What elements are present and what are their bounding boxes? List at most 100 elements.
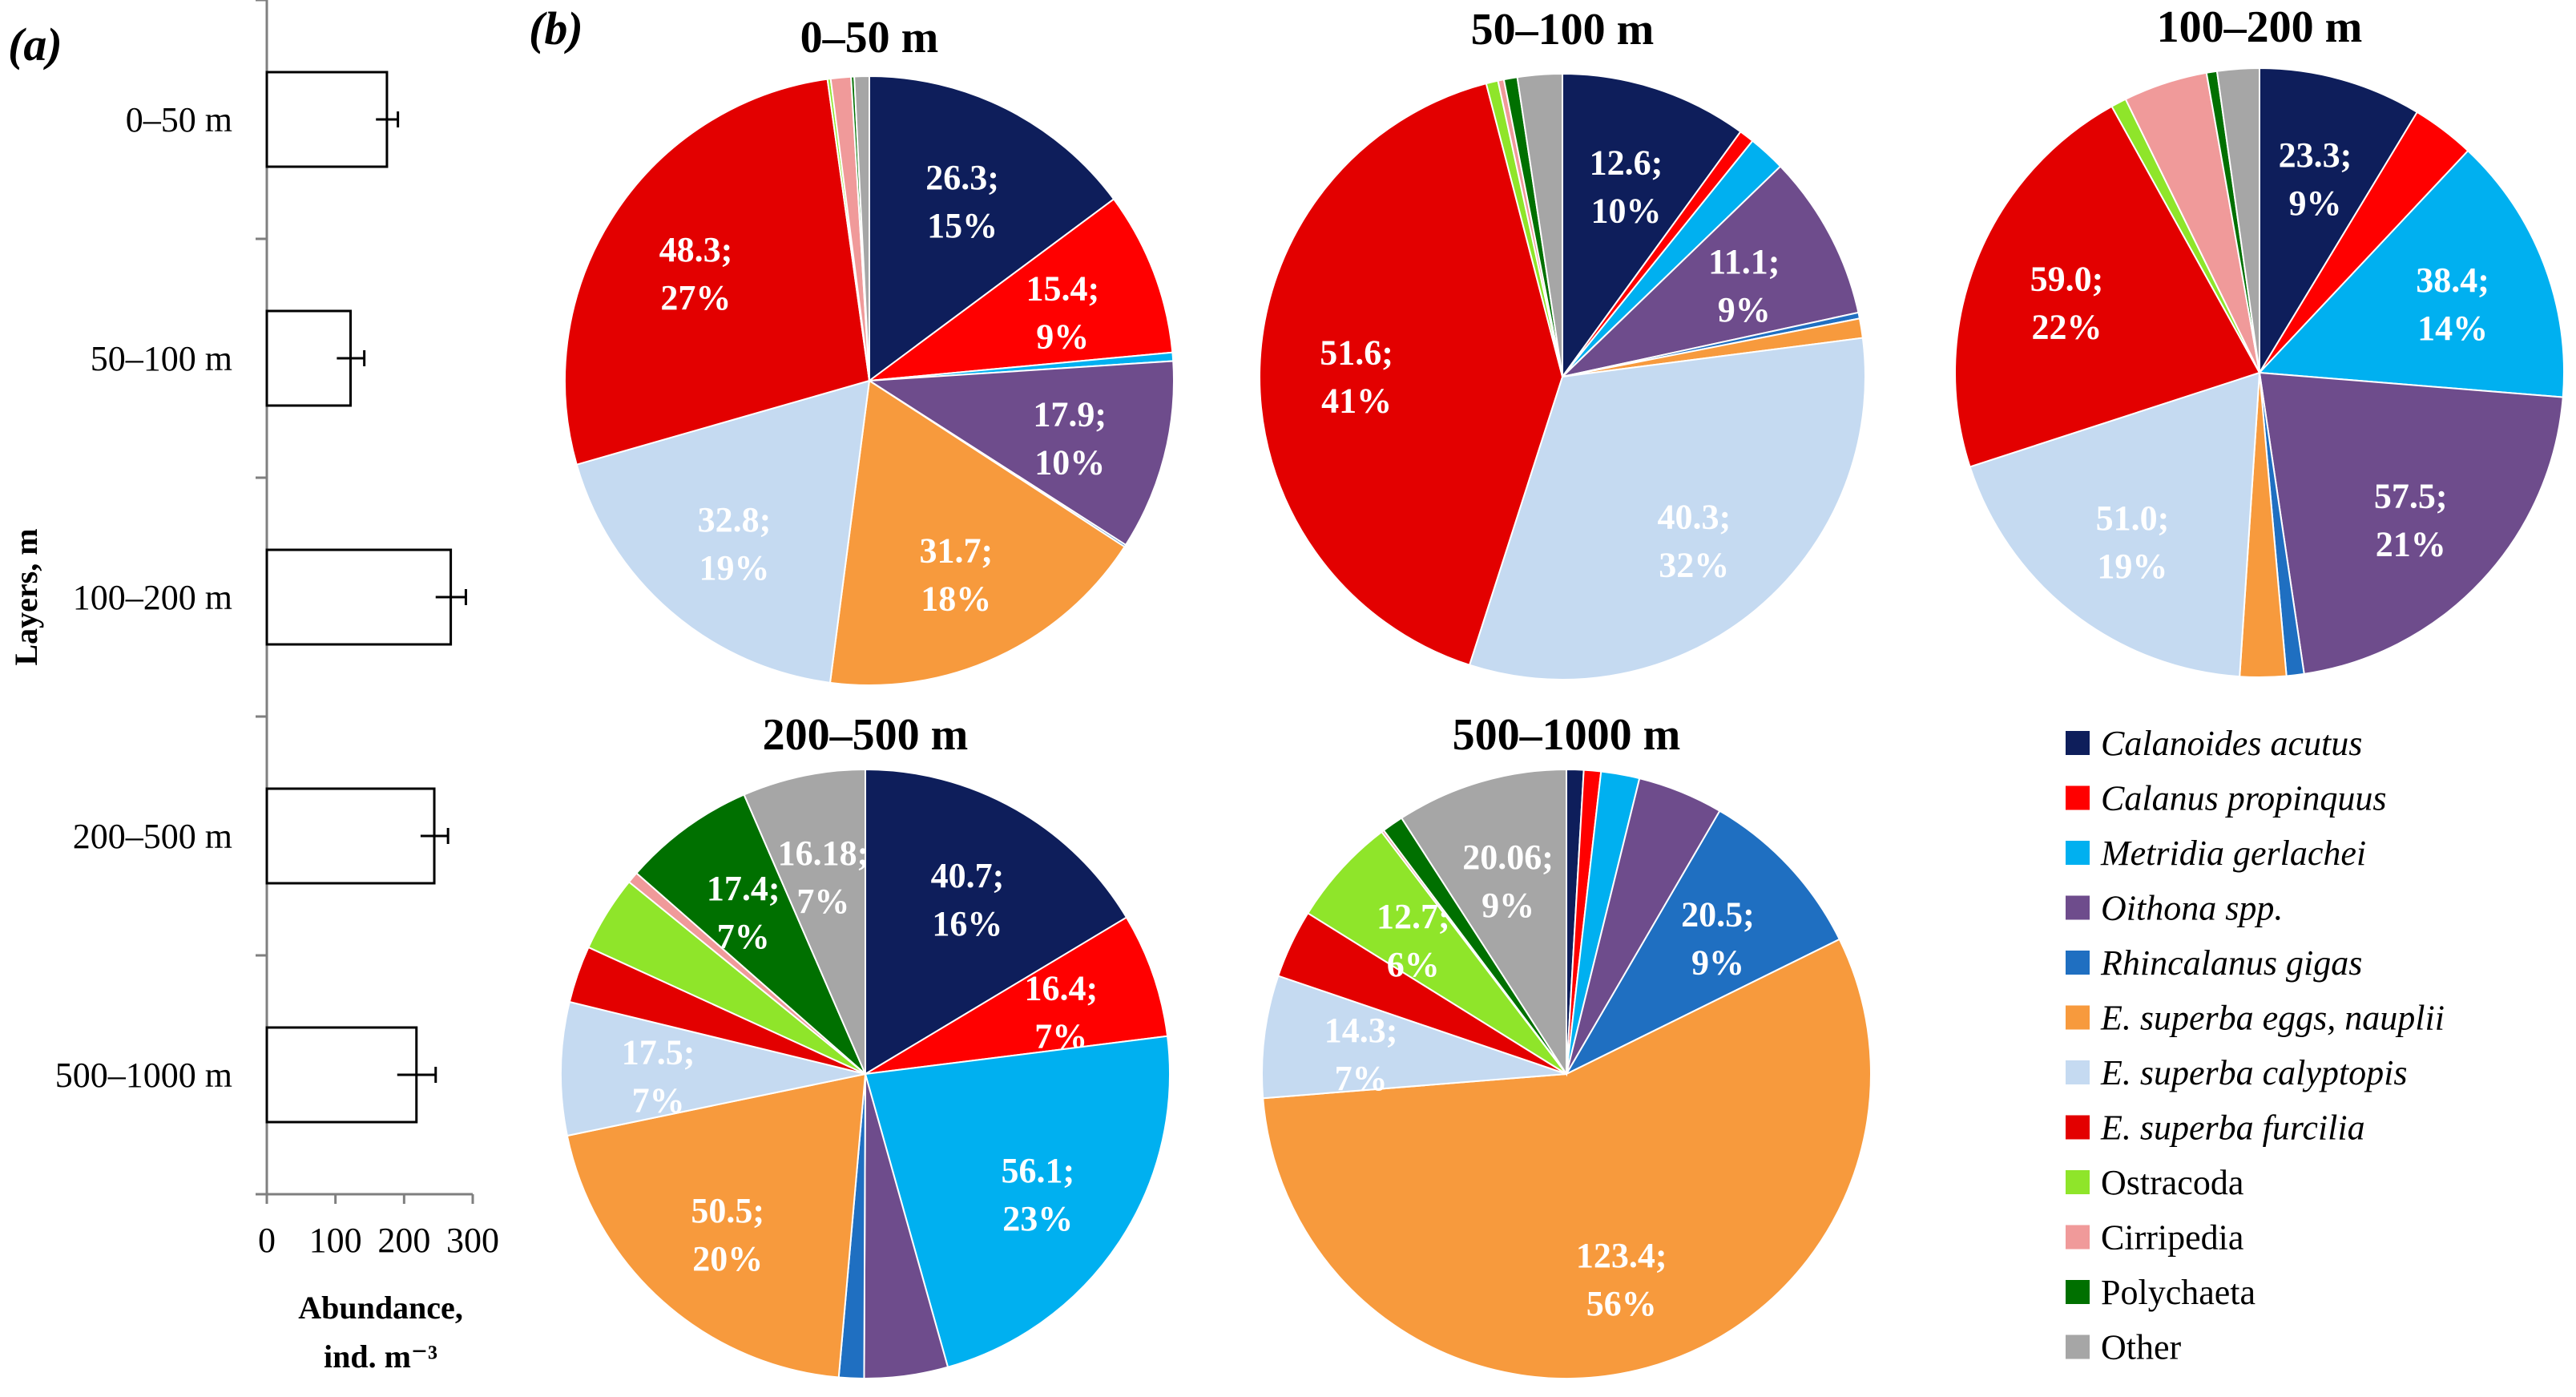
slice-percent-label: 27% (660, 278, 731, 317)
pie-chart-3: 100–200 m 23.3; 9% 38.4; 14% 57.5; 21% 51.0; 19%… (1954, 2, 2565, 678)
slice-percent-label: 7% (1335, 1059, 1388, 1098)
legend-label: Cirripedia (2101, 1218, 2243, 1258)
pie-slice (1954, 105, 2261, 468)
pie-title: 200–500 m (763, 710, 969, 760)
category-label: 50–100 m (91, 339, 232, 378)
slice-percent-label: 20% (692, 1239, 763, 1278)
pie-slice (1259, 82, 1564, 667)
pie-slice (853, 75, 870, 382)
slice-value-label: 23.3; (2279, 135, 2352, 175)
slice-percent-label: 15% (927, 206, 998, 245)
pie-slice (865, 768, 1128, 1076)
bar (265, 71, 389, 168)
panel-a-label: (a) (8, 18, 62, 71)
legend-swatch (2066, 951, 2090, 975)
slice-value-label: 17.9; (1033, 395, 1107, 434)
pie-slice (1516, 72, 1563, 378)
category-label: 0–50 m (126, 100, 232, 139)
pie-slice (828, 379, 1126, 687)
slice-percent-label: 9% (1718, 290, 1771, 329)
legend-label: E. superba furcilia (2100, 1108, 2365, 1148)
pie-title: 0–50 m (800, 13, 939, 63)
slice-percent-label: 19% (699, 548, 770, 587)
pie-chart-2: 50–100 m 12.6; 10% 11.1; 9% 40.3; 32% 51.6; 41% (1259, 5, 1866, 680)
pie-slice (1262, 938, 1872, 1380)
pie-chart-4: 200–500 m 40.7; 16% 16.4; 7% 56.1; 23% 50.5; 20%… (560, 710, 1171, 1380)
legend-swatch (2066, 1170, 2090, 1194)
pie-slice (1400, 768, 1567, 1077)
slice-percent-label: 18% (921, 579, 991, 619)
slice-value-label: 38.4; (2416, 260, 2489, 300)
slice-percent-label: 10% (1034, 443, 1105, 482)
slice-value-label: 16.18; (778, 834, 869, 873)
pie-slice (2258, 371, 2564, 676)
legend-swatch (2066, 1280, 2090, 1304)
legend-label: Calanus propinquus (2101, 779, 2387, 818)
slice-value-label: 14.3; (1324, 1011, 1398, 1050)
slice-percent-label: 56% (1586, 1284, 1657, 1323)
legend-swatch (2066, 785, 2090, 810)
slice-percent-label: 23% (1002, 1199, 1073, 1238)
slice-percent-label: 14% (2417, 309, 2488, 348)
pie-slice (1969, 371, 2261, 678)
slice-percent-label: 16% (932, 904, 1002, 943)
legend-swatch (2066, 841, 2090, 865)
slice-value-label: 48.3; (659, 230, 733, 269)
x-tick-label: 100 (309, 1221, 362, 1260)
slice-value-label: 40.3; (1657, 498, 1731, 537)
slice-value-label: 59.0; (2030, 259, 2104, 298)
slice-percent-label: 22% (2032, 307, 2102, 346)
pie-slice (743, 768, 866, 1075)
category-label: 200–500 m (73, 817, 232, 856)
x-tick-label: 0 (258, 1221, 276, 1260)
legend-label: E. superba calyptopis (2100, 1053, 2408, 1092)
x-axis-title-line1: Abundance, (298, 1290, 463, 1326)
legend-label: Metridia gerlachei (2100, 834, 2366, 873)
pie-slice (869, 75, 1115, 382)
slice-percent-label: 9% (2289, 184, 2342, 223)
category-label: 500–1000 m (55, 1056, 232, 1095)
pie-slice (865, 916, 1169, 1075)
legend-label: Calanoides acutus (2101, 724, 2362, 763)
slice-value-label: 57.5; (2374, 477, 2448, 516)
pie-slice (2215, 67, 2260, 373)
x-tick-label: 300 (446, 1221, 499, 1260)
slice-percent-label: 7% (717, 917, 770, 956)
pie-chart-5: 500–1000 m20.5;9%123.4;56%14.3;7%12.7;6%… (1261, 710, 1872, 1380)
y-axis-title: Layers, m (8, 528, 44, 665)
pie-slice (575, 379, 871, 684)
bar-chart: 0 100 200 300 0–50 m 50–100 m 100–200 m 200–500… (8, 0, 499, 1375)
legend-swatch (2066, 1334, 2090, 1359)
legend-label: Rhincalanus gigas (2100, 943, 2362, 983)
pie-slice (2259, 67, 2419, 376)
pie-chart-1: 0–50 m 26.3; 15% 15.4; 9% 17.9; 10% 31.7; 18% 32.… (564, 13, 1175, 687)
slice-percent-label: 6% (1387, 945, 1440, 984)
pie-charts: 0–50 m 26.3; 15% 15.4; 9% 17.9; 10% 31.7; 18% 32.… (560, 2, 2565, 1380)
legend-label: Other (2101, 1328, 2182, 1367)
bar (265, 1026, 418, 1124)
legend-label: E. superba eggs, nauplii (2100, 999, 2445, 1038)
pie-title: 50–100 m (1471, 5, 1655, 55)
slice-value-label: 11.1; (1708, 242, 1780, 281)
pie-slice (1261, 975, 1567, 1100)
slice-value-label: 32.8; (698, 500, 772, 539)
slice-percent-label: 9% (1482, 886, 1534, 925)
slice-percent-label: 21% (2376, 525, 2446, 564)
slice-value-label: 12.6; (1590, 143, 1663, 183)
slice-percent-label: 32% (1659, 546, 1729, 585)
bar (265, 787, 436, 885)
slice-value-label: 20.06; (1462, 838, 1554, 877)
slice-value-label: 17.5; (622, 1033, 695, 1072)
pie-slice (560, 1000, 866, 1137)
pie-title: 100–200 m (2157, 2, 2363, 52)
category-label: 100–200 m (73, 578, 232, 617)
slice-percent-label: 10% (1591, 192, 1662, 231)
legend-label: Ostracoda (2101, 1163, 2243, 1202)
pie-slice (635, 793, 866, 1075)
slice-value-label: 15.4; (1026, 269, 1099, 309)
legend-swatch (2066, 895, 2090, 920)
legend-swatch (2066, 1115, 2090, 1140)
panel-b-label: (b) (529, 2, 583, 55)
pie-slice (1564, 810, 1841, 1076)
